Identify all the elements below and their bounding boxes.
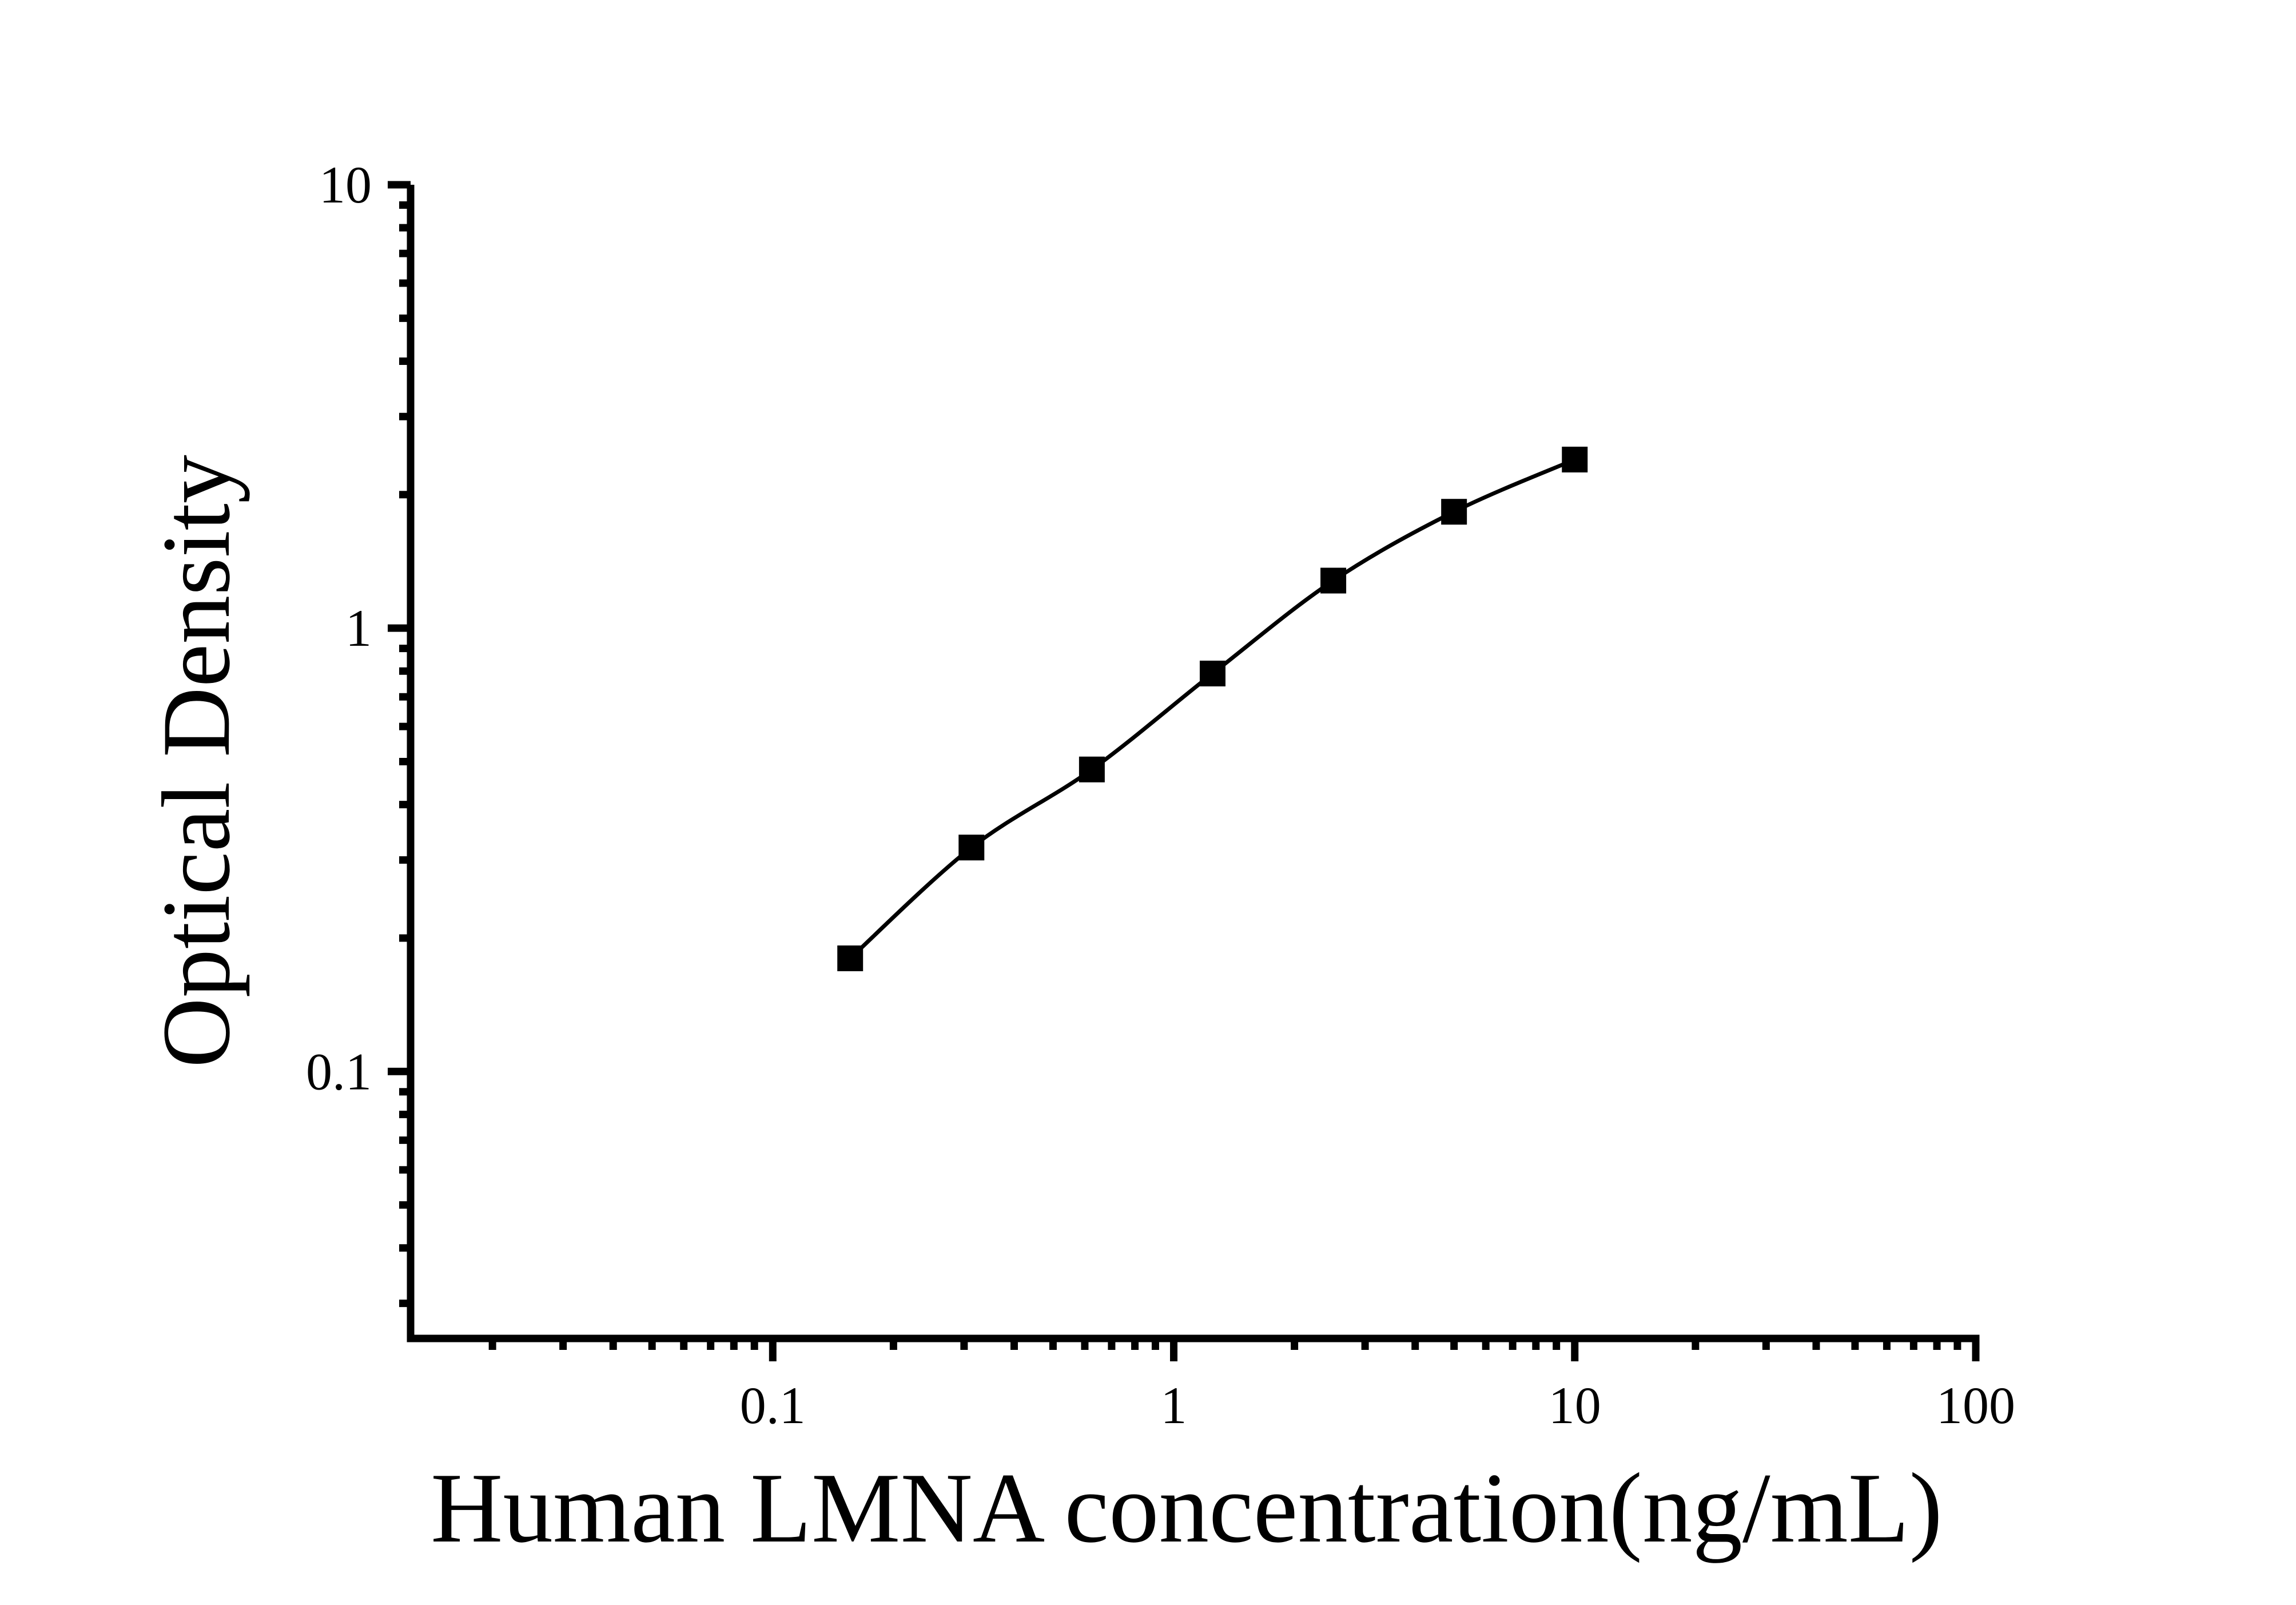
y-tick-label: 0.1 bbox=[306, 1042, 372, 1101]
x-tick-label: 0.1 bbox=[740, 1376, 806, 1435]
data-point-marker bbox=[1199, 661, 1225, 687]
series-layer bbox=[837, 446, 1588, 971]
y-tick-label: 1 bbox=[345, 599, 372, 657]
x-tick-label: 100 bbox=[1936, 1376, 2015, 1435]
axis-spine bbox=[407, 185, 1980, 1361]
standard-curve-line bbox=[849, 458, 1576, 960]
data-point-marker bbox=[1079, 756, 1105, 782]
x-tick-label: 1 bbox=[1161, 1376, 1187, 1435]
y-tick-label: 10 bbox=[319, 156, 372, 214]
data-point-marker bbox=[1441, 499, 1467, 525]
data-point-marker bbox=[1320, 567, 1347, 594]
x-tick-label: 10 bbox=[1549, 1376, 1601, 1435]
x-axis-title: Human LMNA concentration(ng/mL) bbox=[431, 1452, 1943, 1563]
data-point-marker bbox=[958, 835, 985, 861]
y-axis-title: Optical Density bbox=[142, 455, 250, 1068]
data-point-marker bbox=[837, 945, 864, 971]
axes-layer: 0.1 1 10 0.1 1 10 100 bbox=[306, 156, 2015, 1435]
data-point-marker bbox=[1562, 446, 1588, 472]
